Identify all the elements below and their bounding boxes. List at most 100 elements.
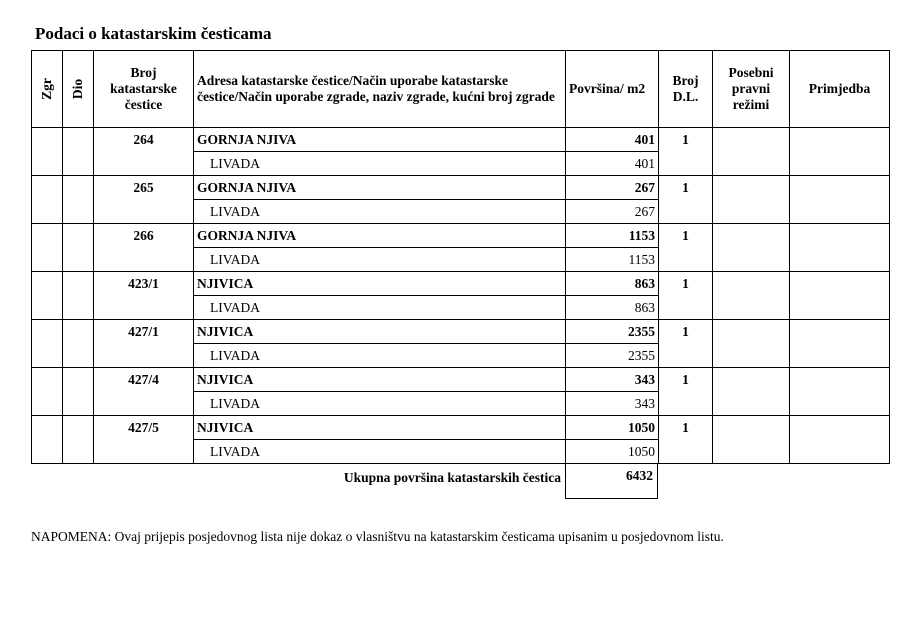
parcel-address: GORNJA NJIVA: [193, 223, 566, 248]
dio-cell: [62, 319, 94, 368]
parcel-area: 401: [565, 127, 659, 152]
total: 6432: [565, 464, 658, 499]
parcel-address: NJIVICA: [193, 415, 566, 440]
parcel-number: 427/5: [93, 415, 194, 464]
land-use-area: 401: [565, 151, 659, 176]
parcel-address: NJIVICA: [193, 367, 566, 392]
land-use-area: 1050: [565, 439, 659, 464]
land-use: LIVADA: [193, 391, 566, 416]
parcel-row: 427/1 NJIVICA 2355 1: [31, 319, 890, 368]
zgr-cell: [31, 415, 63, 464]
parcel-number: 423/1: [93, 271, 194, 320]
note: NAPOMENA: Ovaj prijepis posjedovnog list…: [31, 529, 724, 544]
parcel-number: 427/4: [93, 367, 194, 416]
parcel-area: 863: [565, 271, 659, 296]
zgr-cell: [31, 271, 63, 320]
remark-cell: [789, 127, 890, 176]
column-header: Broj D.L.: [658, 50, 713, 128]
parcel-row: 427/5 NJIVICA 1050 1: [31, 415, 890, 464]
dl-number: 1: [658, 319, 713, 368]
dl-number: 1: [658, 367, 713, 416]
parcel-row: 264 GORNJA NJIVA 401 1: [31, 127, 890, 176]
use-row: LIVADA 2355: [32, 343, 890, 368]
parcel-row: 265 GORNJA NJIVA 267 1: [31, 175, 890, 224]
header-row: Zgr Dio Broj katastarske čestice Adresa kat…: [31, 50, 890, 128]
use-row: LIVADA 863: [32, 295, 890, 320]
parcel-address: GORNJA NJIVA: [193, 175, 566, 200]
zgr-cell: [31, 127, 63, 176]
land-use-area: 863: [565, 295, 659, 320]
column-header: Dio: [62, 50, 94, 128]
dio-cell: [62, 175, 94, 224]
dio-cell: [62, 415, 94, 464]
special-regimes-cell: [712, 175, 790, 224]
parcel-row: 423/1 NJIVICA 863 1: [31, 271, 890, 320]
dio-cell: [62, 127, 94, 176]
parcel-number: 427/1: [93, 319, 194, 368]
parcel-number: 264: [93, 127, 194, 176]
column-header-text: Dio: [70, 78, 85, 100]
dl-number: 1: [658, 415, 713, 464]
column-header-text: Zgr: [39, 78, 54, 100]
column-header: Adresa katastarske čestice/Način uporabe…: [193, 50, 566, 128]
special-regimes-cell: [712, 271, 790, 320]
special-regimes-cell: [712, 367, 790, 416]
land-use: LIVADA: [193, 199, 566, 224]
parcel-table: Zgr Dio Broj katastarske čestice Adresa kat…: [31, 50, 890, 464]
parcel-area: 1153: [565, 223, 659, 248]
dio-cell: [62, 271, 94, 320]
remark-cell: [789, 319, 890, 368]
special-regimes-cell: [712, 415, 790, 464]
land-use: LIVADA: [193, 439, 566, 464]
parcel-area: 2355: [565, 319, 659, 344]
zgr-cell: [31, 319, 63, 368]
use-row: LIVADA 401: [32, 151, 890, 176]
column-header: Površina/ m2: [565, 50, 659, 128]
table-body: 264 GORNJA NJIVA 401 1 LIVADA 401 265 GORNJA NJ…: [31, 127, 890, 464]
parcel-area: 343: [565, 367, 659, 392]
column-header: Posebni pravni režimi: [712, 50, 790, 128]
land-use: LIVADA: [193, 295, 566, 320]
remark-cell: [789, 415, 890, 464]
use-row: LIVADA 343: [32, 391, 890, 416]
land-use-area: 267: [565, 199, 659, 224]
use-row: LIVADA 1050: [32, 439, 890, 464]
land-use: LIVADA: [193, 343, 566, 368]
special-regimes-cell: [712, 223, 790, 272]
special-regimes-cell: [712, 127, 790, 176]
parcel-address: NJIVICA: [193, 319, 566, 344]
dio-cell: [62, 223, 94, 272]
parcel-area: 267: [565, 175, 659, 200]
land-use: LIVADA: [193, 151, 566, 176]
land-use: LIVADA: [193, 247, 566, 272]
special-regimes-cell: [712, 319, 790, 368]
parcel-row: 266 GORNJA NJIVA 1153 1: [31, 223, 890, 272]
parcel-number: 265: [93, 175, 194, 224]
parcel-area: 1050: [565, 415, 659, 440]
remark-cell: [789, 175, 890, 224]
land-use-area: 2355: [565, 343, 659, 368]
parcel-number: 266: [93, 223, 194, 272]
remark-cell: [789, 223, 890, 272]
dl-number: 1: [658, 271, 713, 320]
dio-cell: [62, 367, 94, 416]
column-header: Zgr: [31, 50, 63, 128]
dl-number: 1: [658, 127, 713, 176]
column-header: Primjedba: [789, 50, 890, 128]
title: Podaci o katastarskim česticama: [35, 24, 272, 43]
dl-number: 1: [658, 175, 713, 224]
zgr-cell: [31, 175, 63, 224]
parcel-address: NJIVICA: [193, 271, 566, 296]
land-use-area: 343: [565, 391, 659, 416]
zgr-cell: [31, 367, 63, 416]
zgr-cell: [31, 223, 63, 272]
parcel-row: 427/4 NJIVICA 343 1: [31, 367, 890, 416]
column-header: Broj katastarske čestice: [93, 50, 194, 128]
remark-cell: [789, 367, 890, 416]
land-use-area: 1153: [565, 247, 659, 272]
total-label: Ukupna površina katastarskih čestica: [343, 470, 561, 485]
remark-cell: [789, 271, 890, 320]
parcel-address: GORNJA NJIVA: [193, 127, 566, 152]
dl-number: 1: [658, 223, 713, 272]
